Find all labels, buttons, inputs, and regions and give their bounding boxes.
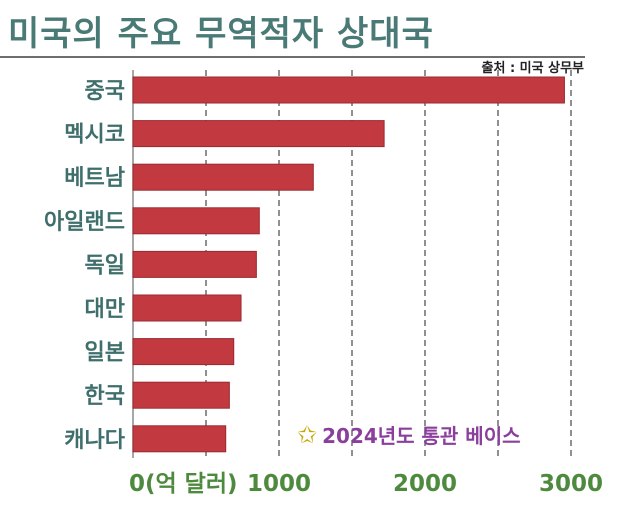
bar bbox=[132, 250, 257, 278]
category-label: 한국 bbox=[85, 384, 125, 409]
basis-note: ✩ 2024년도 통관 베이스 bbox=[297, 420, 521, 449]
bar bbox=[132, 207, 260, 235]
chart-title: 미국의 주요 무역적자 상대국 bbox=[8, 14, 434, 54]
x-tick-label: 1000 bbox=[247, 471, 311, 497]
bar bbox=[132, 120, 385, 148]
category-label: 캐나다 bbox=[64, 428, 125, 453]
category-label: 아일랜드 bbox=[44, 210, 125, 235]
star-outline-icon: ✩ bbox=[297, 420, 318, 449]
bar bbox=[132, 163, 314, 191]
category-label: 독일 bbox=[85, 253, 125, 278]
category-label: 베트남 bbox=[64, 166, 125, 191]
category-label: 중국 bbox=[85, 79, 125, 104]
bar bbox=[132, 425, 227, 453]
category-label: 멕시코 bbox=[64, 123, 125, 148]
bar bbox=[132, 338, 235, 366]
bar bbox=[132, 294, 242, 322]
bar bbox=[132, 76, 565, 104]
basis-note-text: 2024년도 통관 베이스 bbox=[322, 424, 521, 448]
x-tick-labels: 0(억 달러) 1000 2000 3000 bbox=[129, 471, 603, 497]
x-tick-label: 2000 bbox=[393, 471, 457, 497]
title-divider bbox=[0, 56, 585, 58]
category-label: 대만 bbox=[85, 297, 125, 322]
source-note: 출처 : 미국 상무부 bbox=[481, 61, 585, 76]
bar bbox=[132, 381, 230, 409]
x-tick-label: 3000 bbox=[539, 471, 603, 497]
bars bbox=[132, 76, 565, 453]
x-tick-label: 0(억 달러) bbox=[129, 471, 238, 497]
category-label: 일본 bbox=[85, 341, 125, 366]
